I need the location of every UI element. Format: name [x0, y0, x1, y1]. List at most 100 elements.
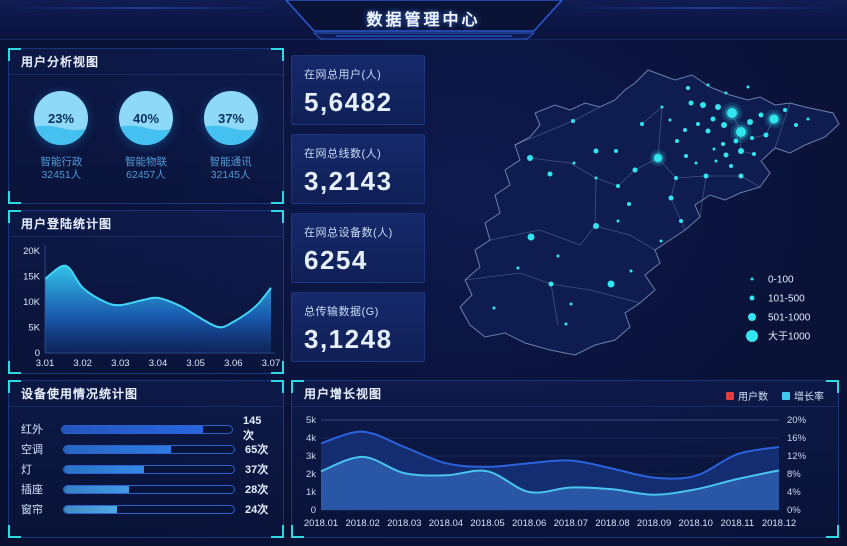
map-dot: [688, 100, 694, 106]
gauge-count: 32451人: [41, 169, 82, 181]
map-dot: [750, 136, 754, 140]
login-xtick: 3.06: [224, 358, 243, 369]
map-dot: [593, 223, 599, 229]
map-dot: [705, 128, 711, 134]
device-bar-label: 插座: [21, 484, 43, 496]
header-left-line: [8, 7, 276, 9]
map-dot: [712, 147, 716, 151]
map-legend-label[interactable]: 0-100: [768, 275, 794, 286]
login-area-fill: [45, 265, 271, 353]
map-dot: [738, 173, 744, 179]
corner-bracket: [271, 210, 284, 223]
map-legend-label[interactable]: 101-500: [768, 294, 805, 305]
map-dot: [686, 86, 690, 90]
legend-item-增长率[interactable]: 增长率: [782, 388, 824, 403]
map-dot: [516, 266, 520, 270]
panel-title-login-stats: 用户登陆统计图: [9, 211, 283, 237]
map-dot: [547, 171, 553, 177]
map-svg: 0-100 101-500 501-1000 大于1000: [459, 69, 840, 356]
gauge-1: 23% 智能行政 32451人: [23, 89, 99, 182]
growth-xtick: 2018.01: [304, 518, 338, 529]
corner-bracket: [826, 380, 839, 393]
map-dot: [729, 164, 733, 168]
growth-xtick: 2018.08: [595, 518, 629, 529]
login-xtick: 3.04: [149, 358, 168, 369]
device-bar-track: [63, 464, 235, 474]
map-dot: [736, 127, 746, 137]
map-dot: [806, 117, 810, 121]
map-dot: [715, 104, 721, 110]
growth-xtick: 2018.04: [429, 518, 463, 529]
kpi-value: 3,2143: [304, 166, 393, 196]
map-dot: [733, 138, 739, 144]
device-bar-label: 红外: [21, 424, 43, 436]
map-dot: [659, 239, 663, 243]
device-bar-label: 灯: [21, 464, 32, 476]
gauge-3: 37% 智能通讯 32145人: [193, 89, 269, 182]
corner-bracket: [271, 48, 284, 61]
legend-swatch: [782, 391, 790, 400]
login-ytick: 20K: [23, 246, 41, 257]
gauge-circle: 40%: [118, 91, 173, 145]
corner-bracket: [271, 361, 284, 374]
kpi-card-3: 在网总设备数(人) 6254: [291, 213, 425, 283]
map-dot: [738, 148, 744, 154]
map-dot: [660, 105, 664, 109]
kpi-card-4: 总传输数据(G) 3,1248: [291, 292, 425, 362]
device-bar-label: 窗帘: [21, 504, 43, 516]
map-dot: [675, 139, 679, 143]
map-inner-border: [731, 112, 755, 155]
corner-bracket: [8, 361, 21, 374]
corner-bracket: [8, 380, 21, 393]
map-dot: [571, 119, 575, 123]
map-dot: [593, 148, 599, 154]
header: 数据管理中心: [0, 0, 847, 40]
login-xtick: 3.07: [262, 358, 281, 369]
map-dot: [727, 108, 737, 118]
device-bar-value: 65次: [245, 444, 269, 456]
gauge-percent: 23%: [48, 111, 74, 126]
growth-left-tick: 0: [311, 505, 316, 516]
map-dot: [710, 116, 716, 122]
map-dot: [492, 306, 496, 310]
growth-line: [320, 455, 780, 496]
map-dot: [654, 154, 662, 162]
panel-login-stats: 用户登陆统计图 0 5K 10K 15K 20K 3.01 3.02 3.03 3.04 3.05…: [8, 210, 284, 374]
map-legend-dot: [750, 277, 754, 281]
legend-item-用户数[interactable]: 用户数: [726, 388, 768, 403]
map-inner-border: [594, 225, 656, 251]
kpi-value: 3,1248: [304, 324, 393, 354]
map-dot: [723, 152, 729, 158]
login-xtick: 3.02: [73, 358, 92, 369]
gauge-category: 智能行政: [40, 156, 83, 168]
device-bar-row: 空调 65次: [21, 439, 271, 459]
kpi-card-2: 在网总线数(人) 3,2143: [291, 134, 425, 204]
map-dot: [527, 233, 535, 241]
map-outline: [459, 69, 840, 356]
growth-left-tick: 3k: [306, 451, 316, 462]
map-dot: [752, 152, 756, 156]
login-xtick: 3.05: [186, 358, 205, 369]
map-inner-border: [641, 106, 663, 125]
kpi-label: 在网总设备数(人): [304, 227, 393, 239]
gauge-circle: 23%: [34, 91, 89, 145]
map-legend-label[interactable]: 大于1000: [768, 330, 811, 343]
login-xtick: 3.01: [36, 358, 55, 369]
page-title: 数据管理中心: [366, 12, 481, 29]
growth-xtick: 2018.05: [470, 518, 504, 529]
growth-right-tick: 0%: [787, 505, 801, 516]
growth-left-tick: 5k: [306, 415, 316, 426]
map-dot: [527, 155, 533, 161]
growth-right-tick: 20%: [787, 415, 807, 426]
growth-line-chart: 0 1k 2k 3k 4k 5k 0% 4% 8% 12% 16% 20% 2018.01 2018.02…: [304, 415, 807, 529]
login-xtick: 3.03: [111, 358, 130, 369]
growth-right-tick: 16%: [787, 433, 807, 444]
map-dot: [674, 176, 678, 180]
growth-xtick: 2018.09: [637, 518, 671, 529]
corner-bracket: [271, 525, 284, 538]
growth-right-tick: 12%: [787, 451, 807, 462]
map-legend-label[interactable]: 501-1000: [768, 313, 811, 324]
map-dot: [696, 122, 700, 126]
map-dot: [769, 114, 779, 124]
